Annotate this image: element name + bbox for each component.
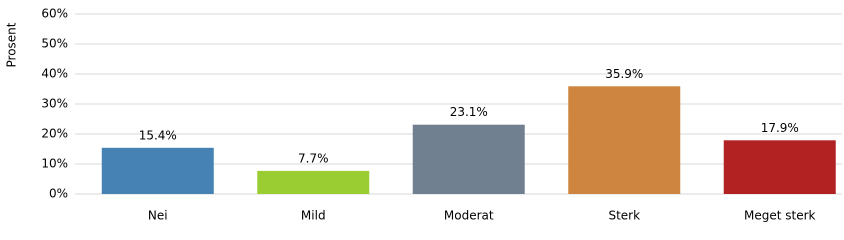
bar [101, 147, 214, 194]
data-label: 23.1% [450, 105, 488, 119]
bar [412, 124, 525, 194]
y-tick-label: 40% [41, 67, 68, 81]
y-tick-label: 20% [41, 127, 68, 141]
x-tick-label: Meget sterk [744, 209, 816, 223]
x-tick-label: Nei [148, 209, 168, 223]
bar [257, 170, 370, 194]
bar [723, 140, 836, 194]
x-tick-label: Mild [301, 209, 326, 223]
y-tick-label: 60% [41, 7, 68, 21]
y-tick-label: 30% [41, 97, 68, 111]
y-axis-label: Prosent [5, 22, 19, 67]
chart: Prosent 0% 10% 20% 30% 40% 50% 60% Nei 15.4% Mild… [5, 7, 842, 223]
data-label: 35.9% [605, 67, 643, 81]
data-label: 15.4% [139, 128, 177, 142]
bar [568, 86, 681, 194]
y-tick-label: 50% [41, 37, 68, 51]
x-tick-label: Moderat [444, 209, 494, 223]
y-tick-label: 0% [49, 187, 68, 201]
x-tick-label: Sterk [608, 209, 640, 223]
data-label: 17.9% [761, 121, 799, 135]
data-label: 7.7% [298, 151, 329, 165]
y-tick-label: 10% [41, 157, 68, 171]
